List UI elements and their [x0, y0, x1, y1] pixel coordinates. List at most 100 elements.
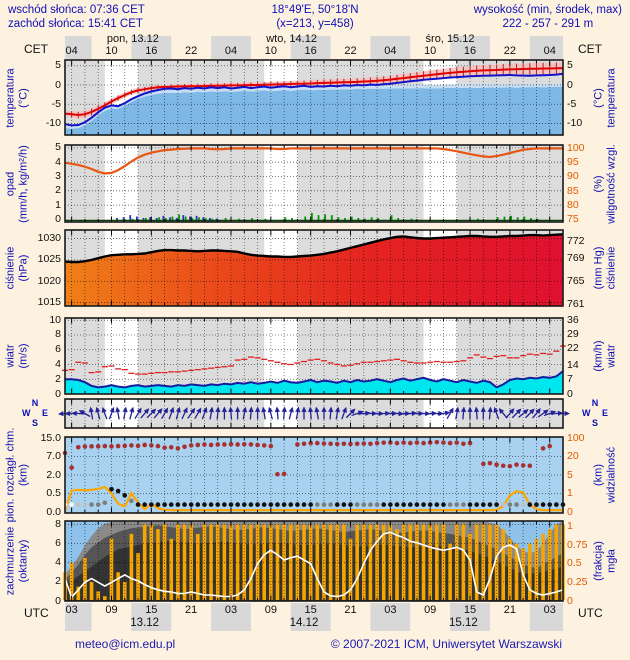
- utc-hour-tick: 03: [543, 604, 556, 616]
- cet-hour-tick: 22: [185, 45, 198, 57]
- location: 18°49'E, 50°18'N (x=213, y=458): [230, 3, 400, 31]
- cet-hour-tick: 10: [105, 45, 118, 57]
- precip-ytick-left: 1: [55, 198, 61, 211]
- date-label: 13.12: [130, 617, 160, 629]
- temp-ytick-left: -5: [51, 97, 61, 110]
- temp-ytick-right: -10: [567, 116, 583, 129]
- fog-ytick-right: 0.25: [567, 575, 588, 588]
- sun-times: wschód słońca: 07:36 CET zachód słońca: …: [8, 3, 145, 31]
- visibility-ytick-right: 20: [567, 450, 579, 462]
- pressure-ytick-left: 1025: [37, 253, 61, 266]
- wind-direction-panel: [58, 398, 570, 429]
- utc-hour-tick: 09: [105, 604, 118, 616]
- compass-n: N: [591, 398, 599, 408]
- utc-hour-tick: 09: [264, 604, 277, 616]
- wind-ytick-left: 10: [49, 313, 61, 326]
- utc-hour-tick: 21: [344, 604, 357, 616]
- temp-ytick-left: -10: [45, 116, 61, 129]
- day-label: wto, 14.12: [266, 33, 317, 45]
- precipitation-panel: [64, 144, 564, 223]
- utc-label-right: UTC: [578, 606, 603, 620]
- pressure-ytick-left: 1030: [37, 232, 61, 245]
- pressure-panel: [64, 229, 564, 307]
- side-label-left-4: pion. rozciągł. chm. (km): [4, 427, 30, 523]
- altitude-label: wysokość (min, środek, max): [473, 4, 622, 16]
- precip-ytick-left: 3: [55, 169, 61, 182]
- visibility-ytick-right: 0: [567, 505, 573, 518]
- pressure-ytick-right: 769: [567, 252, 585, 265]
- temp-ytick-right: 5: [567, 59, 573, 72]
- wind-ytick-right: 7: [567, 373, 573, 386]
- cet-hour-tick: 22: [503, 45, 516, 57]
- utc-hour-tick: 21: [185, 604, 198, 616]
- sunrise-text: wschód słońca: 07:36 CET: [8, 4, 145, 16]
- side-label-right-0: (°C) temperatura: [592, 67, 618, 128]
- compass-s: S: [31, 418, 39, 428]
- cloudext-ytick-left: 7.0: [46, 450, 61, 462]
- wind-ytick-left: 2: [55, 372, 61, 385]
- humidity-ytick-right: 90: [567, 170, 579, 183]
- clouds-visibility-panel: [62, 436, 566, 514]
- side-label-left-1: opad (mm/h, kg/m²/h): [4, 144, 30, 223]
- fog-ytick-right: 0.5: [567, 557, 582, 570]
- side-label-left-2: ciśnienie (hPa): [4, 246, 30, 290]
- visibility-ytick-right: 5: [567, 468, 573, 481]
- contact-email-link[interactable]: meteo@icm.edu.pl: [75, 637, 176, 651]
- cloudiness-ytick-left: 4: [55, 556, 61, 569]
- time-strips: [65, 36, 563, 631]
- precip-ytick-left: 4: [55, 155, 61, 168]
- compass-w: W: [22, 408, 31, 418]
- humidity-ytick-right: 100: [567, 141, 585, 154]
- cloudext-ytick-left: 0.0: [46, 505, 61, 518]
- cet-hour-tick: 16: [463, 45, 477, 57]
- date-label: 15.12: [449, 617, 478, 629]
- temp-ytick-right: -5: [567, 97, 577, 110]
- compass-rose-right: N E S W: [582, 398, 608, 428]
- humidity-ytick-right: 80: [567, 198, 579, 211]
- cloudiness-panel: [63, 520, 565, 602]
- pressure-ytick-left: 1020: [37, 274, 61, 287]
- cet-hour-tick: 10: [264, 45, 277, 57]
- cet-label-left: CET: [24, 42, 48, 56]
- cloudext-ytick-left: 0.5: [46, 487, 61, 499]
- wind-ytick-right: 22: [567, 342, 579, 355]
- grid-point-text: (x=213, y=458): [276, 18, 354, 30]
- compass-s: S: [591, 418, 599, 428]
- cloudiness-ytick-left: 2: [55, 575, 61, 588]
- cet-hour-tick: 04: [65, 45, 78, 57]
- utc-hour-tick: 09: [424, 604, 437, 616]
- side-label-right-5: (frakcja) mgła: [592, 541, 618, 581]
- side-label-left-5: zachmurzenie (oktanty): [4, 526, 30, 596]
- utc-hour-tick: 03: [65, 604, 78, 616]
- pressure-ytick-right: 772: [567, 235, 585, 248]
- temp-ytick-right: 0: [567, 78, 573, 91]
- cloudiness-ytick-left: 6: [55, 537, 61, 549]
- side-label-left-3: wiatr (m/s): [4, 343, 30, 369]
- wind-ytick-right: 0: [567, 387, 573, 400]
- humidity-ytick-right: 75: [567, 213, 579, 226]
- cloudiness-ytick-left: 8: [55, 517, 61, 530]
- compass-e: E: [41, 408, 48, 418]
- humidity-ytick-right: 85: [567, 184, 579, 197]
- pressure-ytick-right: 765: [567, 275, 585, 288]
- cloudext-ytick-left: 2.0: [46, 468, 61, 481]
- cloudiness-ytick-left: 0: [55, 594, 61, 607]
- fog-ytick-right: 1: [567, 519, 573, 532]
- cet-label-right: CET: [578, 42, 602, 56]
- temp-ytick-left: 0: [55, 78, 61, 91]
- wind-ytick-right: 14: [567, 358, 579, 371]
- cet-hour-tick: 16: [304, 45, 317, 57]
- temperature-panel: [64, 59, 564, 136]
- day-label: śro, 15.12: [425, 33, 475, 45]
- side-label-right-1: (%) wilgotność wzgl.: [592, 143, 618, 224]
- side-label-right-3: (km/h) wiatr: [592, 340, 618, 372]
- visibility-ytick-right: 100: [567, 431, 585, 444]
- pressure-ytick-right: 761: [567, 297, 585, 310]
- cet-hour-tick: 04: [224, 45, 238, 57]
- wind-ytick-left: 8: [55, 328, 61, 341]
- cet-hour-tick: 22: [344, 45, 357, 57]
- day-label: pon, 13.12: [106, 33, 159, 45]
- side-label-right-2: (mm Hg) ciśnienie: [592, 246, 618, 290]
